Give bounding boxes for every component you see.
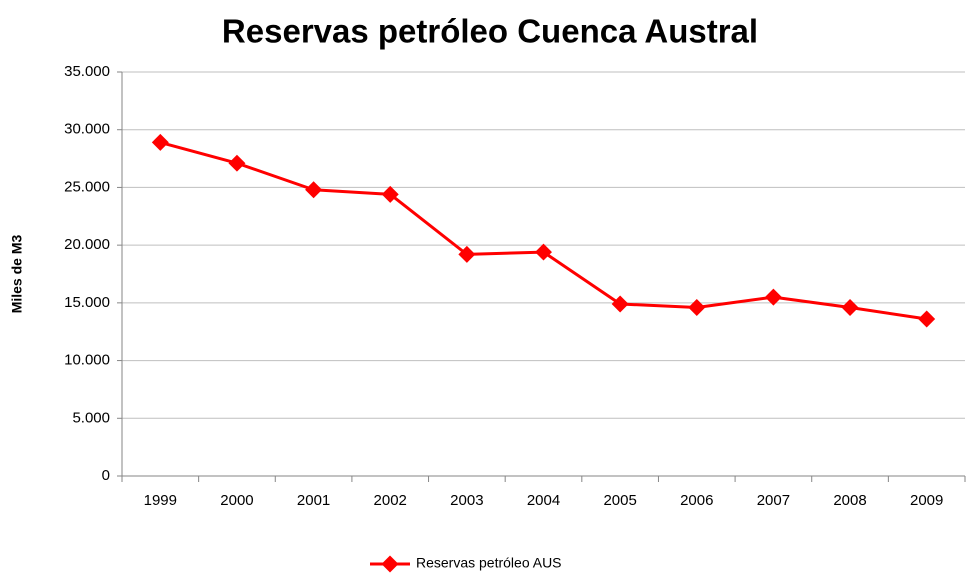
y-tick-label: 5.000 (72, 409, 110, 426)
marker (918, 310, 936, 328)
chart-title: Reservas petróleo Cuenca Austral (222, 13, 758, 50)
marker (611, 295, 629, 313)
x-tick-label: 2007 (757, 492, 790, 509)
x-tick-label: 2006 (680, 492, 713, 509)
series-line (159, 140, 927, 321)
marker (381, 185, 399, 203)
y-tick-label: 25.000 (64, 178, 110, 195)
legend-marker (381, 555, 399, 573)
y-tick-label: 15.000 (64, 294, 110, 311)
y-tick-label: 30.000 (64, 121, 110, 138)
marker (151, 133, 169, 151)
legend-label: Reservas petróleo AUS (416, 555, 562, 571)
x-tick-label: 1999 (144, 492, 177, 509)
x-tick-label: 2002 (374, 492, 407, 509)
marker (841, 298, 859, 316)
y-tick-label: 0 (102, 467, 110, 484)
x-tick-label: 2008 (833, 492, 866, 509)
marker (535, 243, 552, 261)
y-tick-label: 35.000 (64, 63, 110, 80)
x-tick-label: 2001 (297, 492, 330, 509)
x-tick-label: 2003 (450, 492, 483, 509)
marker (305, 181, 323, 199)
marker (458, 245, 476, 263)
y-axis-label: Miles de M3 (9, 235, 25, 314)
y-tick-label: 20.000 (64, 236, 110, 253)
y-tick-label: 10.000 (64, 352, 110, 369)
x-tick-label: 2005 (603, 492, 636, 509)
x-tick-label: 2009 (910, 492, 943, 509)
marker (228, 154, 246, 172)
x-tick-label: 2004 (527, 492, 560, 509)
marker (688, 298, 706, 316)
x-tick-label: 2000 (220, 492, 253, 509)
marker (764, 288, 782, 306)
